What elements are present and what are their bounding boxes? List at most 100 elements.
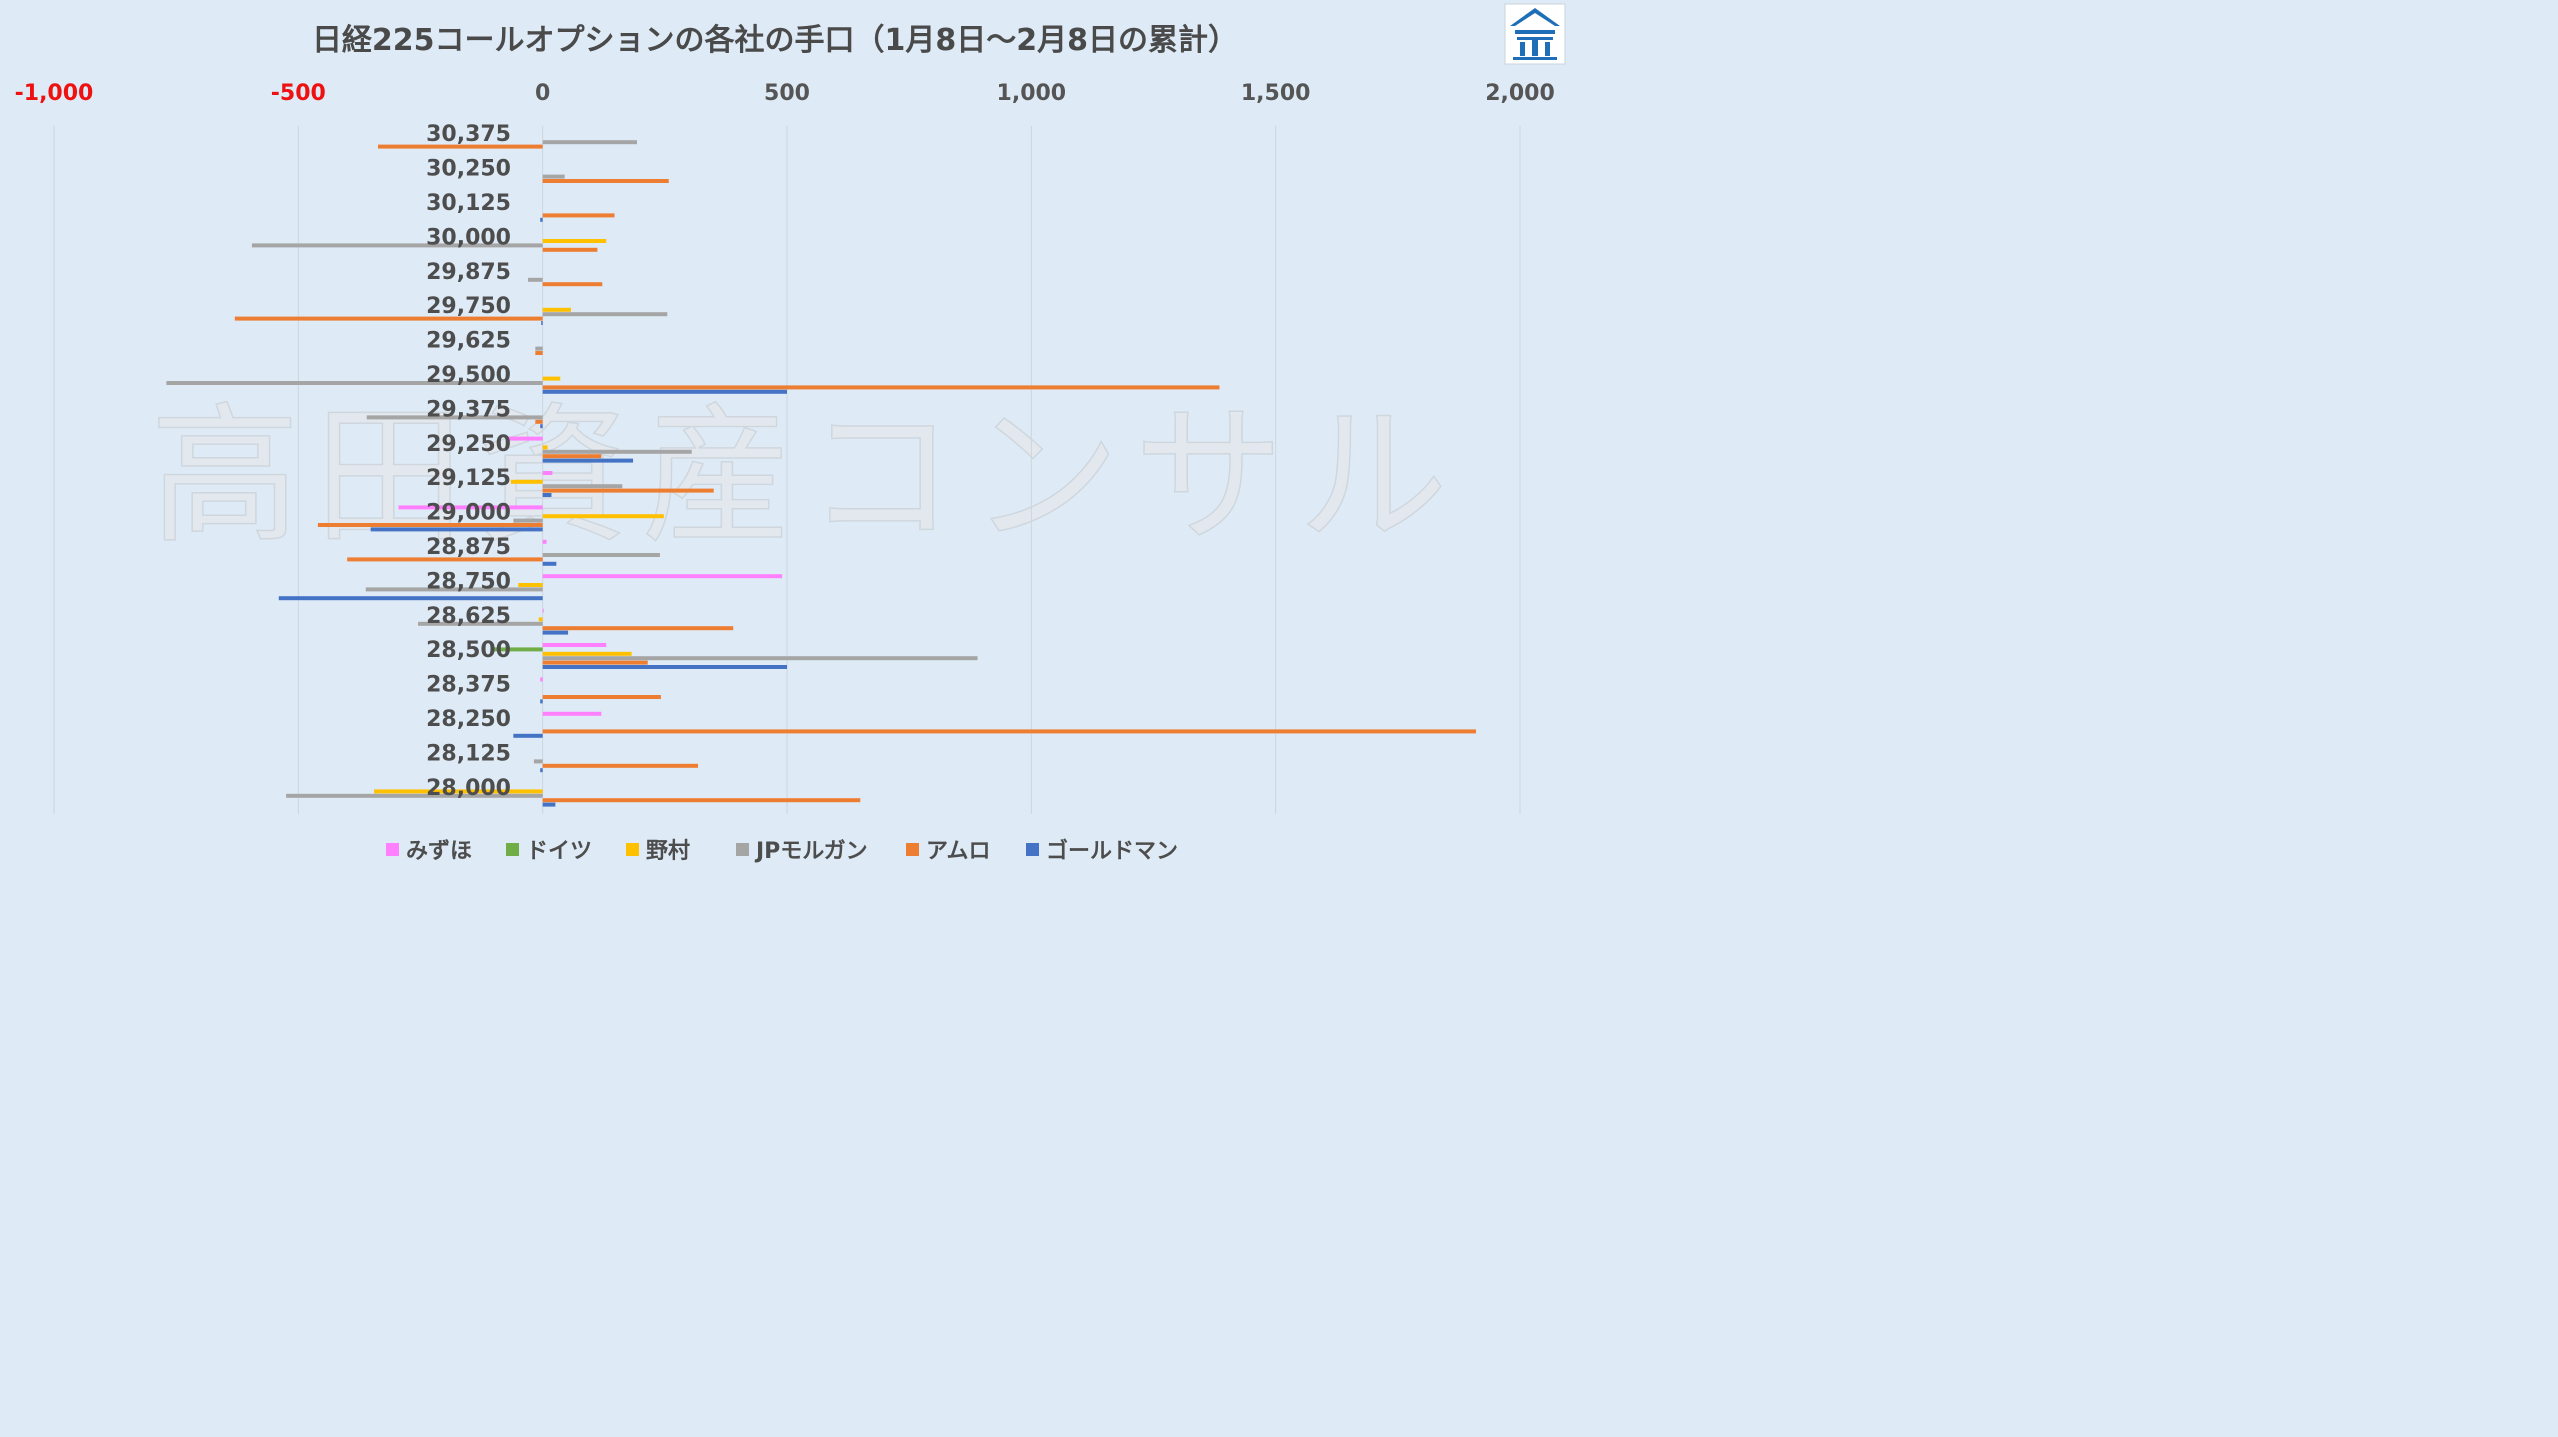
bar bbox=[513, 518, 543, 523]
category-label: 28,875 bbox=[426, 535, 511, 560]
bar bbox=[540, 217, 543, 222]
category-label: 28,500 bbox=[426, 638, 511, 663]
bar bbox=[542, 376, 561, 381]
watermark-text: 高田資産コンサル bbox=[150, 390, 1462, 564]
legend-label: JPモルガン bbox=[754, 839, 868, 864]
bar bbox=[542, 454, 602, 459]
bar bbox=[540, 424, 543, 429]
bar bbox=[542, 239, 607, 243]
bar bbox=[278, 596, 543, 601]
bar bbox=[365, 587, 543, 592]
bar bbox=[542, 514, 664, 519]
bar bbox=[538, 617, 543, 622]
category-label: 29,000 bbox=[426, 501, 511, 526]
category-label: 29,625 bbox=[426, 329, 511, 354]
bar bbox=[542, 695, 661, 699]
bar bbox=[542, 458, 634, 463]
bar bbox=[513, 733, 543, 738]
building-logo-icon bbox=[1504, 3, 1566, 65]
legend-swatch bbox=[626, 843, 639, 856]
legend-item[interactable]: ゴールドマン bbox=[1026, 838, 1178, 864]
chart-canvas: 高田資産コンサル 30,375 30,250 30,125 30,000 29,875 2… bbox=[0, 0, 1568, 881]
bar bbox=[542, 574, 783, 579]
chart-svg: 高田資産コンサル 30,375 30,250 30,125 30,000 29,875 2… bbox=[15, 3, 1566, 864]
bar bbox=[542, 140, 637, 145]
category-label: 29,875 bbox=[426, 260, 511, 285]
bar bbox=[542, 608, 544, 613]
x-tick-label: 1,500 bbox=[1241, 81, 1311, 106]
category-label: 30,000 bbox=[426, 225, 511, 250]
legend-item[interactable]: JPモルガン bbox=[736, 839, 868, 864]
bar bbox=[542, 471, 553, 475]
bar bbox=[535, 351, 543, 355]
bar bbox=[533, 759, 543, 764]
category-label: 29,750 bbox=[426, 294, 511, 319]
category-label: 30,125 bbox=[426, 191, 511, 216]
bar bbox=[374, 789, 543, 794]
bar bbox=[347, 557, 543, 562]
bar bbox=[542, 729, 1477, 734]
bar bbox=[542, 488, 714, 493]
legend-item[interactable]: アムロ bbox=[906, 839, 990, 864]
bar bbox=[542, 493, 552, 497]
bar bbox=[542, 312, 668, 317]
x-tick-label: -1,000 bbox=[15, 81, 94, 106]
x-tick-label: 2,000 bbox=[1485, 81, 1555, 106]
legend-label: ドイツ bbox=[526, 839, 592, 864]
legend[interactable]: みずほ ドイツ 野村 JPモルガン アムロ ゴールドマン bbox=[386, 838, 1178, 864]
bar bbox=[542, 539, 547, 544]
bar bbox=[542, 213, 615, 218]
bar bbox=[508, 436, 543, 441]
bar bbox=[542, 798, 861, 803]
bar bbox=[542, 553, 660, 557]
bar bbox=[542, 711, 602, 716]
bar bbox=[418, 621, 543, 626]
legend-item[interactable]: ドイツ bbox=[506, 839, 592, 864]
bar bbox=[542, 282, 603, 287]
x-tick-label: 0 bbox=[535, 81, 550, 106]
bar bbox=[251, 243, 543, 248]
legend-swatch bbox=[386, 843, 399, 856]
category-label: 28,250 bbox=[426, 707, 511, 732]
bar bbox=[542, 802, 556, 807]
category-label: 28,000 bbox=[426, 776, 511, 801]
legend-label: みずほ bbox=[406, 839, 472, 864]
bar bbox=[286, 793, 543, 798]
bar bbox=[542, 660, 648, 665]
bar bbox=[540, 699, 543, 704]
bar bbox=[542, 643, 607, 647]
bar bbox=[542, 449, 692, 454]
bar bbox=[542, 307, 572, 312]
bar bbox=[398, 505, 543, 510]
category-label: 29,500 bbox=[426, 363, 511, 388]
legend-item[interactable]: 野村 bbox=[626, 839, 690, 864]
legend-swatch bbox=[906, 843, 919, 856]
legend-label: ゴールドマン bbox=[1046, 838, 1178, 864]
bar bbox=[535, 419, 543, 424]
bar bbox=[542, 247, 598, 252]
bar bbox=[541, 321, 543, 325]
bar bbox=[542, 385, 1220, 390]
bar bbox=[366, 415, 543, 420]
bars bbox=[166, 140, 1477, 807]
category-label: 28,125 bbox=[426, 741, 511, 766]
bar bbox=[166, 381, 543, 385]
bar bbox=[542, 445, 548, 450]
category-label: 28,750 bbox=[426, 569, 511, 594]
legend-swatch bbox=[506, 843, 519, 856]
bar bbox=[542, 561, 557, 566]
bar bbox=[234, 316, 543, 321]
category-label: 28,375 bbox=[426, 673, 511, 698]
category-label: 30,375 bbox=[426, 122, 511, 147]
bar bbox=[493, 647, 543, 652]
bar bbox=[518, 583, 543, 587]
bar bbox=[317, 523, 543, 527]
legend-label: 野村 bbox=[646, 839, 690, 864]
bar bbox=[542, 626, 734, 631]
category-labels: 30,375 30,250 30,125 30,000 29,875 29,750 29,6… bbox=[426, 122, 511, 801]
bar bbox=[542, 484, 623, 489]
bar bbox=[542, 630, 569, 635]
bar bbox=[540, 768, 543, 773]
legend-item[interactable]: みずほ bbox=[386, 839, 472, 864]
x-tick-label: -500 bbox=[271, 81, 326, 106]
